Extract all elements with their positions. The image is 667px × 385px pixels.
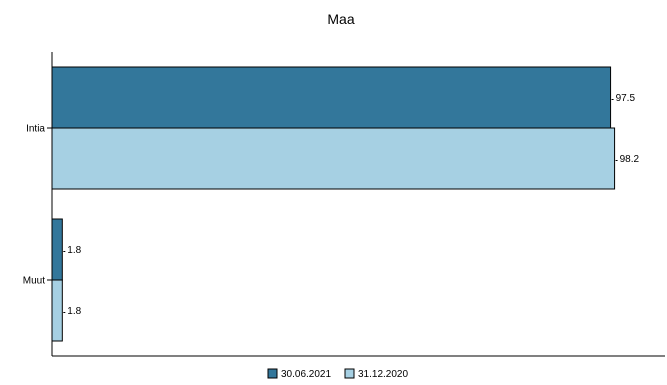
data-label: 1.8 [67, 245, 81, 256]
legend-item: 30.06.2021 [267, 368, 331, 380]
data-label: 1.8 [67, 306, 81, 317]
category-labels: Intia Muut [23, 124, 46, 287]
legend-swatch [267, 368, 278, 379]
legend: 30.06.2021 31.12.2020 [267, 368, 408, 380]
bar-intia-series-2 [51, 127, 616, 190]
legend-item: 31.12.2020 [344, 368, 408, 380]
bar-muut-series-2 [51, 279, 63, 342]
category-label: Muut [23, 276, 45, 287]
legend-swatch [344, 368, 355, 379]
bar-intia-series-1 [51, 66, 612, 129]
data-label: 97.5 [616, 93, 636, 104]
category-label: Intia [26, 124, 45, 135]
legend-label: 30.06.2021 [281, 369, 331, 380]
chart-title: Maa [327, 11, 354, 27]
bar-muut-series-1 [51, 218, 63, 281]
data-label: 98.2 [620, 154, 640, 165]
bars-group: 97.5 98.2 1.8 1.8 [51, 66, 640, 342]
legend-label: 31.12.2020 [358, 369, 408, 380]
